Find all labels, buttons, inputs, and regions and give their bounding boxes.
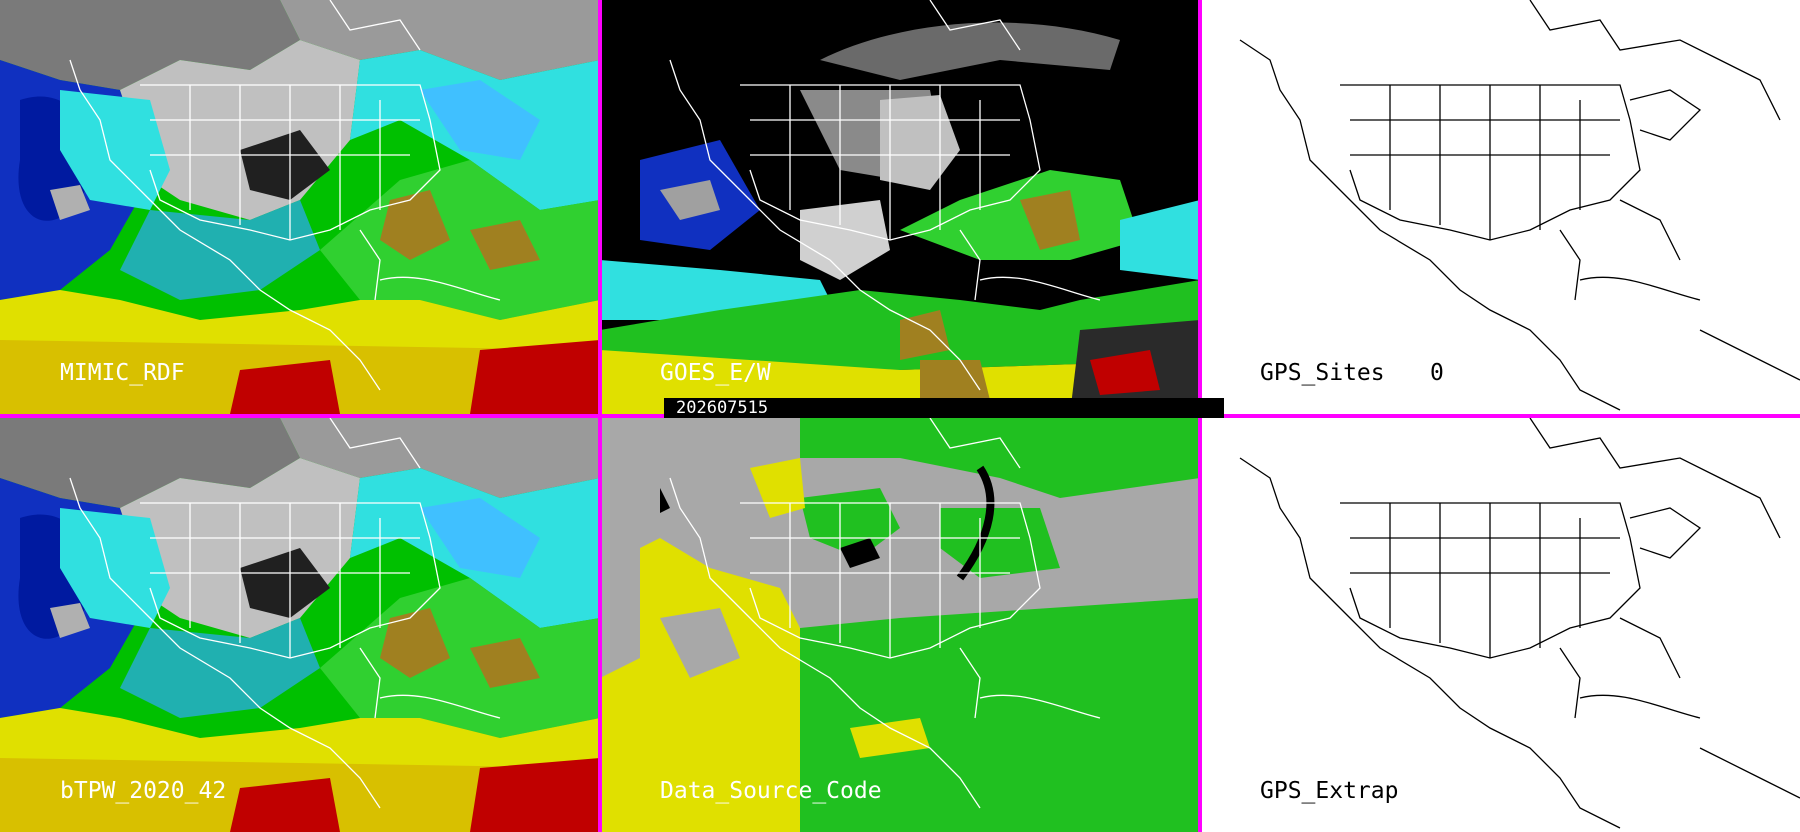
panel-btpw: bTPW_2020_42 [0, 418, 600, 832]
panel-label: MIMIC_RDF [60, 360, 185, 386]
panel-gps-sites: GPS_Sites 0 [1200, 0, 1800, 414]
tpw-map-mimic [0, 0, 600, 414]
source-code-map [600, 418, 1200, 832]
panel-goes-ew: GOES_E/W [600, 0, 1200, 414]
panel-label: Data_Source_Code [660, 778, 882, 804]
panel-label: bTPW_2020_42 [60, 778, 227, 804]
tpw-map-btpw [0, 418, 600, 832]
timestamp: 202607515 [676, 398, 769, 418]
panel-label: GPS_Sites [1260, 360, 1385, 386]
panel-label: GOES_E/W [660, 360, 771, 386]
panel-data-source-code: Data_Source_Code [600, 418, 1200, 832]
goes-map [600, 0, 1200, 414]
timestamp-bar: 202607515 [664, 398, 1224, 418]
site-count: 0 [1430, 360, 1444, 386]
blank-map-gps-extrap [1200, 418, 1800, 832]
panel-label: GPS_Extrap [1260, 778, 1399, 804]
blank-map-gps-sites [1200, 0, 1800, 414]
panel-gps-extrap: GPS_Extrap [1200, 418, 1800, 832]
panel-mimic-rdf: MIMIC_RDF [0, 0, 600, 414]
